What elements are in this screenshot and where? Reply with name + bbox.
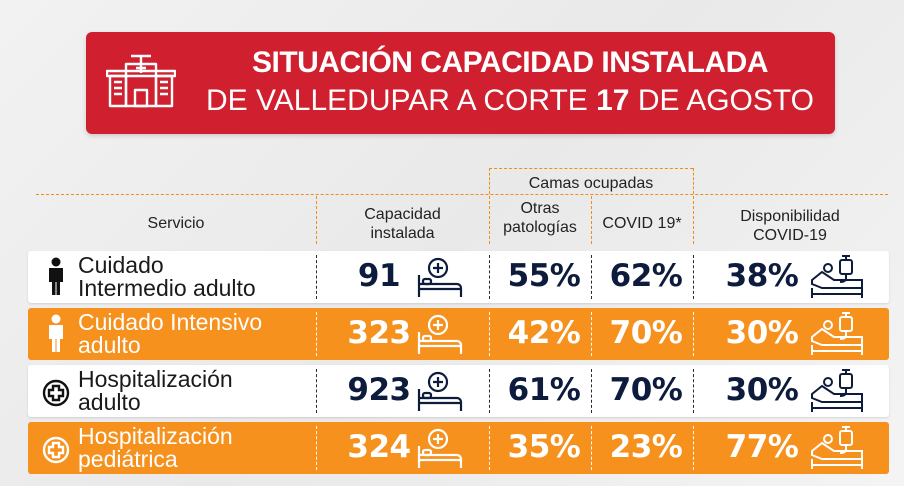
reclining-bed-icon: [811, 369, 863, 412]
servicio-header: Servicio: [147, 215, 205, 232]
table-row: Hospitalización pediátrica 324 35% 23% 77…: [28, 422, 889, 474]
hospital-bed-icon: [417, 371, 463, 411]
header-divider: [693, 196, 694, 244]
reclining-bed-icon: [811, 426, 863, 469]
capacidad-header: Capacidad instalada: [364, 206, 441, 242]
header-divider: [489, 168, 490, 194]
column-divider: [591, 255, 592, 299]
column-divider: [316, 426, 317, 470]
title-banner: SITUACIÓN CAPACIDAD INSTALADA DE VALLEDU…: [86, 32, 835, 134]
covid-header: COVID 19*: [602, 215, 682, 232]
reclining-bed-icon: [811, 255, 863, 298]
column-divider: [489, 369, 490, 413]
table-row: Cuidado Intensivo adulto 323 42% 70% 30%: [28, 308, 889, 360]
header-divider: [316, 196, 317, 244]
capacidad-value: 324: [347, 429, 411, 465]
medical-cross-icon: [42, 379, 70, 407]
capacidad-value: 91: [357, 258, 401, 294]
disponibilidad-value: 30%: [725, 315, 799, 351]
disponibilidad-value: 77%: [725, 429, 799, 465]
capacidad-value: 323: [347, 315, 411, 351]
covid-value: 62%: [609, 258, 683, 294]
header-divider: [489, 196, 490, 244]
otras-patologias-value: 61%: [507, 372, 581, 408]
hospital-bed-icon: [417, 314, 463, 354]
header-divider: [591, 196, 592, 244]
service-label: Hospitalización pediátrica: [78, 423, 233, 472]
table-row: Cuidado Intermedio adulto 91 55% 62% 38%: [28, 251, 889, 303]
disponibilidad-header: Disponibilidad COVID-19: [740, 208, 840, 244]
header-top-divider: [36, 194, 888, 195]
column-divider: [489, 426, 490, 470]
column-divider: [316, 369, 317, 413]
otras-patologias-value: 55%: [507, 258, 581, 294]
service-label: Cuidado Intermedio adulto: [78, 252, 256, 301]
capacidad-value: 923: [347, 372, 411, 408]
column-divider: [489, 312, 490, 356]
otras-patologias-value: 35%: [507, 429, 581, 465]
otras-patologias-value: 42%: [507, 315, 581, 351]
column-divider: [591, 426, 592, 470]
disponibilidad-value: 38%: [725, 258, 799, 294]
page-title: SITUACIÓN CAPACIDAD INSTALADA: [251, 46, 769, 79]
column-divider: [693, 255, 694, 299]
service-label: Cuidado Intensivo adulto: [78, 309, 263, 358]
column-divider: [693, 312, 694, 356]
covid-value: 70%: [609, 372, 683, 408]
column-divider: [316, 255, 317, 299]
otras-patologias-header: Otras patologías: [503, 200, 577, 236]
medical-cross-icon: [42, 436, 70, 464]
column-divider: [591, 369, 592, 413]
header-divider: [693, 168, 694, 194]
page-subtitle: DE VALLEDUPAR A CORTE 17 DE AGOSTO: [205, 84, 814, 117]
hospital-building-icon: [106, 54, 176, 108]
column-divider: [693, 426, 694, 470]
hospital-bed-icon: [417, 428, 463, 468]
column-divider: [489, 255, 490, 299]
covid-value: 70%: [609, 315, 683, 351]
service-label: Hospitalización adulto: [78, 366, 233, 415]
table-row: Hospitalización adulto 923 61% 70% 30%: [28, 365, 889, 417]
covid-value: 23%: [609, 429, 683, 465]
reclining-bed-icon: [811, 312, 863, 355]
column-divider: [693, 369, 694, 413]
person-icon: [49, 257, 63, 295]
disponibilidad-value: 30%: [725, 372, 799, 408]
camas-ocupadas-divider: [489, 168, 693, 169]
camas-ocupadas-header: Camas ocupadas: [528, 175, 654, 192]
column-divider: [316, 312, 317, 356]
hospital-bed-icon: [417, 257, 463, 297]
person-icon: [49, 314, 63, 352]
column-divider: [591, 312, 592, 356]
